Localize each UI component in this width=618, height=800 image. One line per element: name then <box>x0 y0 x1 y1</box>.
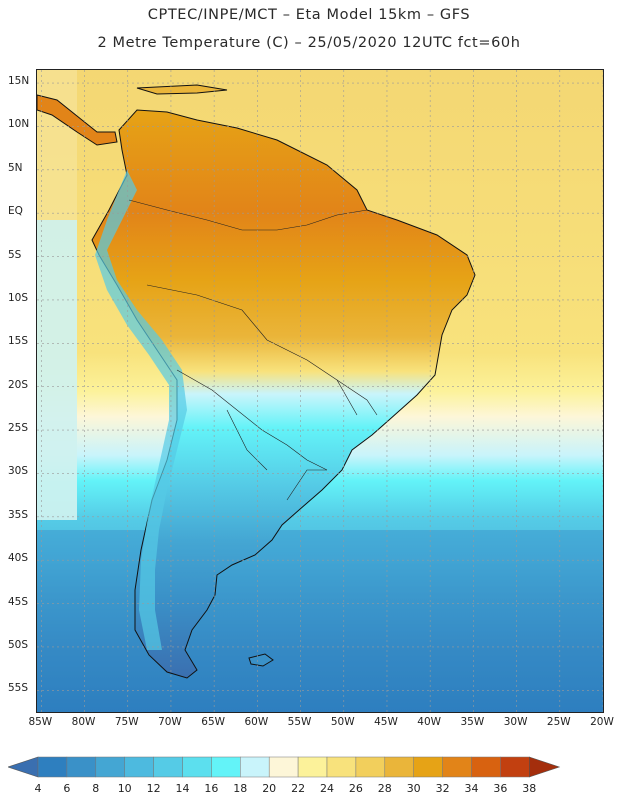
colorbar-tick-label: 16 <box>204 782 219 795</box>
andes-cold-strip <box>95 170 187 650</box>
latitude-tick-label: 35S <box>8 508 29 521</box>
longitude-tick-label: 20W <box>590 716 614 728</box>
colorbar-tick-label: 10 <box>117 782 132 795</box>
longitude-tick-label: 55W <box>287 716 312 728</box>
colorbar-swatch <box>442 756 472 778</box>
colorbar-swatch <box>268 756 299 778</box>
longitude-tick-label: 85W <box>28 716 53 728</box>
southern-cold-band <box>37 530 603 712</box>
latitude-tick-label: 55S <box>8 682 29 695</box>
colorbar-low-arrow <box>8 756 39 778</box>
chart-subtitle: 2 Metre Temperature (C) – 25/05/2020 12U… <box>97 35 521 51</box>
colorbar-tick-label: 26 <box>348 782 363 795</box>
colorbar-tick-label: 22 <box>291 782 306 795</box>
colorbar-swatch <box>240 756 270 778</box>
colorbar-tick-label: 4 <box>34 782 42 795</box>
latitude-tick-label: 45S <box>8 595 29 608</box>
colorbar-swatch <box>500 756 530 778</box>
latitude-tick-label: 25S <box>8 422 29 435</box>
map-panel <box>36 69 604 713</box>
colorbar-tick-label: 28 <box>377 782 392 795</box>
latitude-tick-label: 20S <box>8 378 29 391</box>
longitude-tick-label: 50W <box>330 716 355 728</box>
temperature-map <box>37 70 603 712</box>
latitude-tick-label: 15S <box>8 335 29 348</box>
longitude-tick-label: 25W <box>546 716 571 728</box>
colorbar-tick-label: 6 <box>63 782 71 795</box>
colorbar-tick-label: 8 <box>92 782 100 795</box>
pacific-cool-band <box>37 220 77 520</box>
latitude-tick-label: 30S <box>8 465 29 478</box>
colorbar-tick-label: 14 <box>175 782 190 795</box>
colorbar-swatch <box>326 756 357 778</box>
colorbar-tick-label: 34 <box>464 782 479 795</box>
colorbar <box>8 756 561 778</box>
colorbar-tick-label: 12 <box>146 782 161 795</box>
latitude-tick-label: 40S <box>8 552 29 565</box>
latitude-tick-label: 50S <box>8 638 29 651</box>
longitude-tick-label: 75W <box>114 716 139 728</box>
colorbar-swatch <box>95 756 125 778</box>
colorbar-tick-label: 32 <box>435 782 450 795</box>
longitude-tick-label: 35W <box>460 716 485 728</box>
latitude-tick-label: 10S <box>8 291 29 304</box>
colorbar-tick-label: 36 <box>493 782 508 795</box>
longitude-tick-label: 40W <box>417 716 442 728</box>
longitude-tick-label: 60W <box>244 716 269 728</box>
colorbar-swatch <box>471 756 501 778</box>
longitude-tick-label: 70W <box>158 716 182 728</box>
chart-title: CPTEC/INPE/MCT – Eta Model 15km – GFS <box>147 7 471 23</box>
latitude-tick-label: 5N <box>8 161 23 174</box>
colorbar-swatch <box>211 756 241 778</box>
colorbar-swatch <box>37 756 68 778</box>
colorbar-swatch <box>413 756 443 778</box>
colorbar-swatch <box>297 756 328 778</box>
falkland-islands <box>248 653 274 667</box>
caribbean-islands <box>136 84 228 95</box>
colorbar-tick-label: 20 <box>262 782 277 795</box>
colorbar-tick-label: 30 <box>406 782 421 795</box>
colorbar-high-arrow <box>528 756 561 778</box>
colorbar-tick-label: 38 <box>522 782 537 795</box>
latitude-tick-label: 15N <box>8 75 30 87</box>
colorbar-tick-label: 24 <box>320 782 334 795</box>
longitude-tick-label: 45W <box>374 716 398 728</box>
central-america-land <box>37 94 118 146</box>
colorbar-tick-label: 18 <box>233 782 248 795</box>
latitude-tick-label: EQ <box>8 205 23 218</box>
longitude-tick-label: 30W <box>503 716 528 728</box>
colorbar-swatch <box>153 756 183 778</box>
latitude-tick-label: 5S <box>8 248 22 261</box>
latitude-tick-label: 10N <box>8 118 30 131</box>
colorbar-swatch <box>384 756 414 778</box>
longitude-tick-label: 65W <box>201 716 226 728</box>
graticule <box>37 70 603 712</box>
colorbar-swatch <box>124 756 154 778</box>
colorbar-swatch <box>355 756 386 778</box>
colorbar-swatch <box>66 756 97 778</box>
longitude-tick-label: 80W <box>71 716 96 728</box>
colorbar-swatch <box>182 756 212 778</box>
